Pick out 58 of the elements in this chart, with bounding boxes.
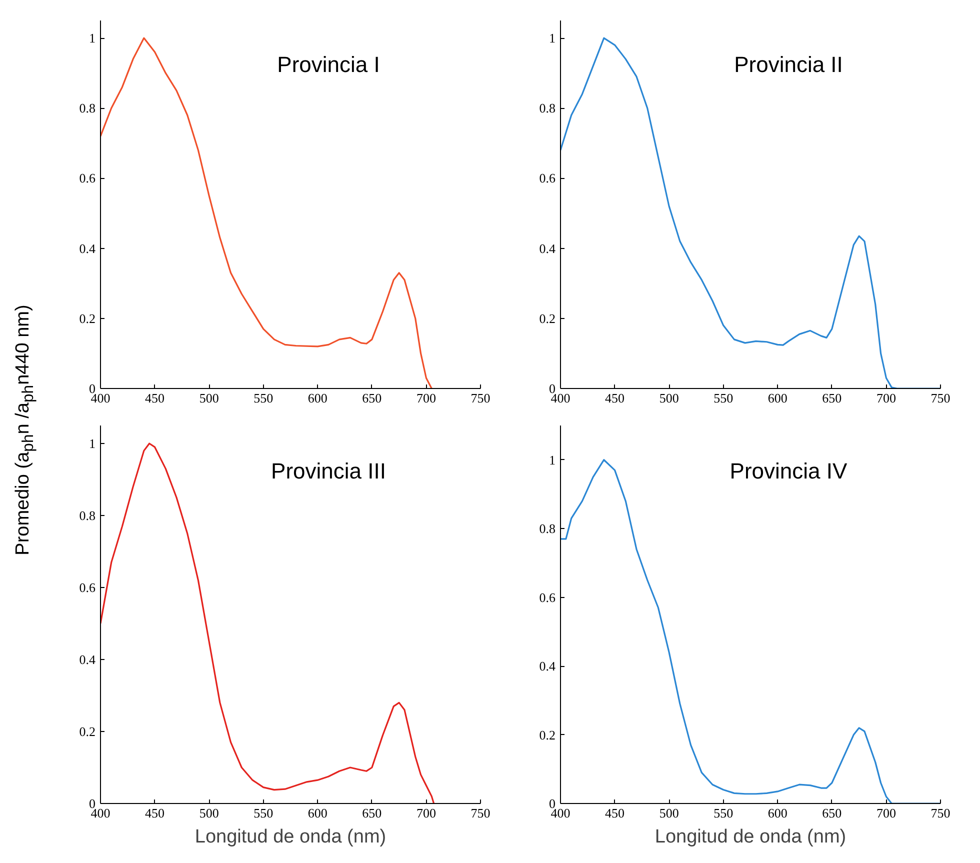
x-tick-label: 600	[768, 390, 788, 406]
y-tick-label: 0.6	[539, 170, 556, 186]
x-tick-label: 600	[308, 806, 328, 820]
x-tick-label: 700	[876, 806, 896, 820]
y-tick-label: 0.8	[539, 521, 556, 536]
y-tick-label: 0.4	[79, 240, 96, 256]
y-tick-label: 0.2	[539, 727, 556, 742]
y-tick-label: 1	[89, 436, 96, 451]
x-tick-label: 550	[714, 390, 734, 406]
x-tick-label: 700	[416, 390, 436, 406]
x-tick-label: 500	[659, 806, 679, 820]
text: Provincia I	[277, 52, 380, 78]
y-tick-label: 0.6	[79, 170, 96, 186]
y-tick-label: 0.2	[79, 724, 96, 739]
y-tick-label: 0.8	[79, 100, 96, 116]
x-tick-label: 450	[145, 806, 165, 820]
y-tick-label: 0	[89, 381, 96, 396]
y-tick-label: 0.6	[539, 590, 556, 605]
y-tick-label: 1	[89, 30, 96, 46]
x-tick-label: 450	[145, 390, 165, 406]
x-tick-label: 750	[930, 806, 950, 820]
y-tick-label: 0	[89, 796, 96, 811]
x-tick-label: 550	[254, 806, 274, 820]
text: Provincia II	[734, 52, 843, 78]
x-tick-label: 650	[822, 390, 842, 406]
x-tick-label: 500	[199, 390, 219, 406]
y-tick-label: 1	[549, 452, 556, 468]
x-tick-label: 650	[362, 390, 382, 406]
x-tick-label: 550	[254, 390, 274, 406]
x-tick-label: 700	[416, 806, 436, 820]
y-tick-label: 0.4	[79, 652, 96, 667]
y-tick-label: 0	[549, 796, 556, 811]
x-tick-label: 750	[470, 390, 490, 406]
x-tick-label: 750	[930, 390, 950, 406]
y-tick-label: 0.8	[79, 508, 96, 523]
y-tick-label: 0	[549, 381, 556, 396]
x-tick-label: 450	[605, 806, 625, 820]
x-tick-label: 550	[714, 806, 734, 820]
y-tick-label: 0.4	[539, 658, 556, 674]
x-tick-label: 750	[470, 806, 490, 820]
x-axis-title: Longitud de onda (nm)	[194, 826, 386, 848]
text: Provincia IV	[730, 458, 848, 484]
y-tick-label: 0.8	[539, 100, 556, 116]
text: Provincia III	[271, 458, 386, 484]
y-tick-label: 0.6	[79, 580, 96, 595]
x-tick-label: 700	[876, 390, 896, 406]
x-tick-label: 600	[768, 806, 788, 820]
y-tick-label: 0.4	[539, 240, 556, 256]
x-tick-label: 650	[822, 806, 842, 820]
x-tick-label: 450	[605, 390, 625, 406]
x-tick-label: 600	[308, 390, 328, 406]
x-axis-title: Longitud de onda (nm)	[654, 826, 846, 848]
x-tick-label: 650	[362, 806, 382, 820]
x-tick-label: 500	[199, 806, 219, 820]
y-tick-label: 0.2	[79, 310, 96, 326]
y-tick-label: 1	[549, 30, 556, 46]
x-tick-label: 500	[659, 390, 679, 406]
y-tick-label: 0.2	[539, 310, 556, 326]
